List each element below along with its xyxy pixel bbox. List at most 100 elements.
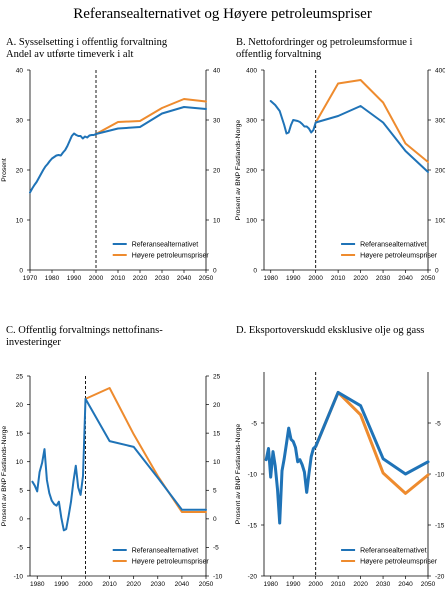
panel-d-xtick-label: 2040: [398, 581, 413, 588]
panel-d-legend-label-high-price: Høyere petroleumspriser: [360, 558, 438, 565]
panel-c-series-reference-line: [31, 397, 207, 532]
panel-d-y-axis-label: Prosent av BNP Fastlands-Norge: [235, 424, 242, 525]
panel-a-title-line: Andel av utførte timeverk i alt: [6, 49, 133, 60]
panel-c-ytick-label-right: 0: [213, 516, 217, 523]
panel-d-series-reference-line: [264, 390, 430, 525]
panel-d-ytick-label-right: -20: [435, 573, 445, 580]
panel-c-ytick-label-right: 10: [213, 459, 221, 466]
panel-b-xtick-label: 2050: [421, 275, 436, 282]
panel-c-ytick-label: 20: [16, 402, 24, 409]
panel-b-ytick-label-right: 400: [435, 67, 445, 74]
panel-d-ytick-label: -10: [248, 471, 258, 478]
panel-d: D. Eksportoverskudd eksklusive olje og g…: [235, 325, 445, 588]
panel-d-xtick-label: 1980: [264, 581, 279, 588]
panel-b-xtick-label: 1990: [286, 275, 301, 282]
panel-c-ytick-label-right: 15: [213, 430, 221, 437]
panel-c-y-axis-label: Prosent av BNP Fastlands-Norge: [1, 426, 8, 527]
panel-b-ytick-label: 300: [246, 117, 257, 124]
panel-d-legend-label-reference: Referansealternativet: [360, 547, 427, 554]
panel-c-xtick-label: 2020: [126, 581, 141, 588]
panel-c-ytick-label: 0: [19, 516, 23, 523]
panel-b-xtick-label: 2000: [308, 275, 323, 282]
panel-c-title-line: C. Offentlig forvaltnings nettofinans-: [6, 325, 163, 336]
panel-a-legend-label-high-price: Høyere petroleumspriser: [132, 252, 210, 259]
panel-a-ytick-label: 20: [16, 167, 24, 174]
panel-a-xtick-label: 2050: [199, 275, 214, 282]
panel-c-xtick-label: 2040: [175, 581, 190, 588]
panel-a-xtick-label: 2000: [89, 275, 104, 282]
panel-b-title-line: offentlig forvaltning: [236, 49, 322, 60]
panel-c-ytick-label: -5: [17, 545, 23, 552]
panel-b-series-high-price-line: [314, 79, 429, 163]
panel-c-ytick-label-right: 5: [213, 488, 217, 495]
panel-d-ytick-label-right: -5: [435, 420, 441, 427]
panel-b-legend-label-high-price: Høyere petroleumspriser: [360, 252, 438, 259]
panel-b-ytick-label-right: 200: [435, 167, 445, 174]
panel-c: C. Offentlig forvaltnings nettofinans-in…: [1, 325, 223, 588]
panel-a-xtick-label: 1990: [67, 275, 82, 282]
panel-b-xtick-label: 2020: [353, 275, 368, 282]
panel-d-xtick-label: 2020: [353, 581, 368, 588]
panel-d-ytick-label-right: -10: [435, 471, 445, 478]
panel-a-series-reference-line: [29, 106, 207, 194]
panel-b: B. Nettofordringer og petroleumsformue i…: [235, 37, 445, 282]
panel-d-xtick-label: 2000: [308, 581, 323, 588]
panel-b-ytick-label: 100: [246, 217, 257, 224]
panel-b-ytick-label: 400: [246, 67, 257, 74]
panel-a-ytick-label-right: 40: [213, 67, 221, 74]
panel-b-xtick-label: 1980: [264, 275, 279, 282]
panel-b-ytick-label: 0: [253, 267, 257, 274]
panel-c-title-line: investeringer: [6, 337, 61, 348]
panel-a-ytick-label: 30: [16, 117, 24, 124]
panel-c-ytick-label: 15: [16, 430, 24, 437]
panel-c-ytick-label: 5: [19, 488, 23, 495]
panel-b-xtick-label: 2010: [331, 275, 346, 282]
panel-a-xtick-label: 1970: [23, 275, 38, 282]
panel-c-ytick-label-right: 25: [213, 373, 221, 380]
panel-a-xtick-label: 1980: [45, 275, 60, 282]
panel-b-ytick-label-right: 0: [435, 267, 439, 274]
panel-c-ytick-label-right: -10: [213, 573, 223, 580]
panel-b-title-line: B. Nettofordringer og petroleumsformue i: [236, 37, 412, 48]
panel-a-ytick-label: 40: [16, 67, 24, 74]
panel-a-ytick-label-right: 30: [213, 117, 221, 124]
panel-a-xtick-label: 2020: [133, 275, 148, 282]
figure-title: Referansealternativet og Høyere petroleu…: [73, 6, 372, 22]
panel-c-xtick-label: 1990: [54, 581, 69, 588]
panel-d-title-line: D. Eksportoverskudd eksklusive olje og g…: [236, 325, 424, 336]
panel-a-xtick-label: 2010: [111, 275, 126, 282]
panel-d-xtick-label: 2010: [331, 581, 346, 588]
panel-b-y-axis-label: Prosent av BNP Fastlands-Norge: [235, 120, 242, 221]
panel-c-legend-label-high-price: Høyere petroleumspriser: [132, 558, 210, 565]
panel-b-ytick-label-right: 300: [435, 117, 445, 124]
panel-b-xtick-label: 2040: [398, 275, 413, 282]
panel-c-xtick-label: 1980: [30, 581, 45, 588]
panel-a-ytick-label: 0: [19, 267, 23, 274]
panel-c-series-high-price-line: [84, 387, 207, 513]
panel-b-series-reference-line: [269, 100, 429, 173]
panel-c-ytick-label: 10: [16, 459, 24, 466]
panel-c-xtick-label: 2050: [199, 581, 214, 588]
panel-d-ytick-label: -5: [251, 420, 257, 427]
panel-b-xtick-label: 2030: [376, 275, 391, 282]
panel-a-legend-label-reference: Referansealternativet: [132, 241, 199, 248]
panel-c-xtick-label: 2000: [78, 581, 93, 588]
panel-d-xtick-label: 2050: [421, 581, 436, 588]
panel-d-ytick-label: -20: [248, 573, 258, 580]
panel-a-series-high-price-line: [95, 98, 207, 135]
panel-d-xtick-label: 1990: [286, 581, 301, 588]
panel-c-xtick-label: 2010: [102, 581, 117, 588]
panel-a-title-line: A. Sysselsetting i offentlig forvaltning: [6, 37, 168, 48]
panel-a-xtick-label: 2030: [155, 275, 170, 282]
panel-b-ytick-label-right: 100: [435, 217, 445, 224]
panel-a-xtick-label: 2040: [177, 275, 192, 282]
panel-a-ytick-label-right: 10: [213, 217, 221, 224]
panel-c-ytick-label-right: 20: [213, 402, 221, 409]
panel-b-legend-label-reference: Referansealternativet: [360, 241, 427, 248]
panel-a: A. Sysselsetting i offentlig forvaltning…: [1, 37, 221, 282]
panel-a-ytick-label: 10: [16, 217, 24, 224]
panel-b-ytick-label: 200: [246, 167, 257, 174]
panel-c-ytick-label: 25: [16, 373, 24, 380]
panel-a-ytick-label-right: 0: [213, 267, 217, 274]
